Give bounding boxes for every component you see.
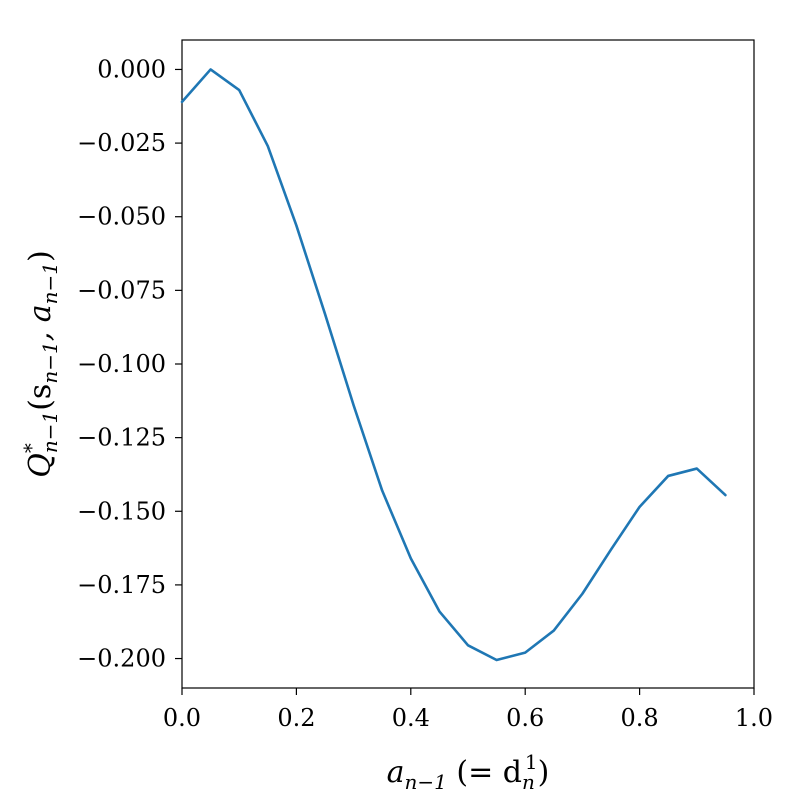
y-axis: 0.000 −0.025 −0.050 −0.075 −0.100 −0.125 −0.15… [77, 55, 182, 673]
series-layer [180, 68, 727, 662]
y-tick-label: −0.150 [77, 497, 166, 525]
y-tick-label: −0.175 [77, 571, 166, 599]
y-tick-label: −0.075 [77, 276, 166, 304]
y-axis-title: Q*n−1(sn−1, an−1) [19, 250, 62, 478]
plot-area [181, 39, 755, 689]
x-axis-title: an−1 (= dn1) [387, 750, 550, 794]
x-tick-label: 0.8 [621, 704, 659, 732]
y-tick-label: −0.050 [77, 203, 166, 231]
series-line [180, 68, 727, 662]
x-tick-label: 0.4 [392, 704, 430, 732]
x-tick-label: 0.6 [506, 704, 544, 732]
y-tick-label: 0.000 [97, 55, 166, 83]
y-tick-label: −0.100 [77, 350, 166, 378]
y-tick-label: −0.125 [77, 424, 166, 452]
x-tick-label: 0.0 [163, 704, 201, 732]
y-tick-label: −0.025 [77, 129, 166, 157]
plot-frame [181, 39, 755, 689]
y-tick-label: −0.200 [77, 645, 166, 673]
x-axis: 0.0 0.2 0.4 0.6 0.8 1.0 [163, 688, 773, 732]
x-tick-label: 1.0 [735, 704, 773, 732]
x-tick-label: 0.2 [277, 704, 315, 732]
